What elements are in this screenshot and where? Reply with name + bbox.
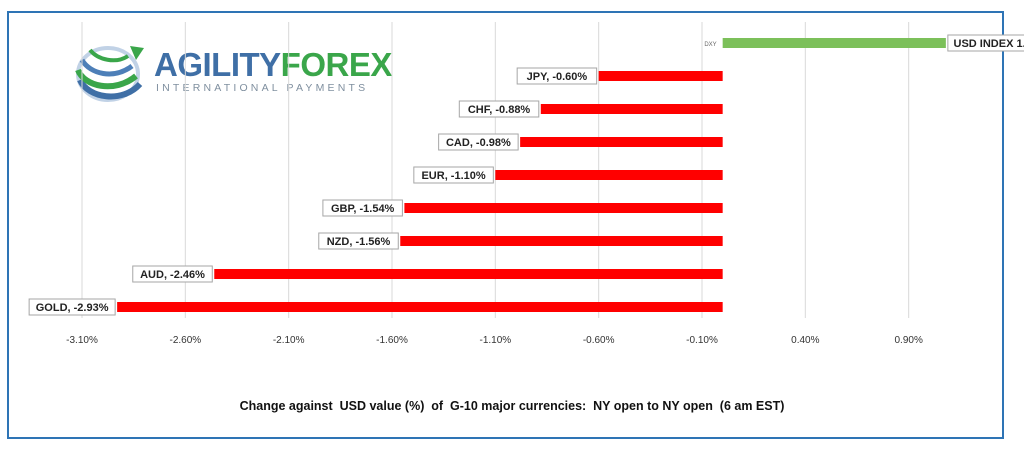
data-label-box	[318, 232, 399, 250]
bar-nzd	[400, 236, 723, 246]
bar-eur	[495, 170, 723, 180]
bar-dxy	[722, 38, 946, 48]
brand-name-part2: FOREX	[280, 46, 393, 83]
bar-jpy	[598, 71, 723, 81]
x-tick-label: 0.90%	[894, 335, 922, 346]
globe-arrow-icon	[75, 46, 144, 102]
brand-name: AGILITYFOREX	[154, 46, 392, 84]
brand-tagline: INTERNATIONAL PAYMENTS	[156, 82, 369, 94]
data-label-box	[516, 67, 598, 85]
data-label: NZD, -1.56%	[327, 236, 391, 248]
data-label-box	[413, 166, 494, 184]
x-tick-label: -2.10%	[273, 335, 305, 346]
brand-name-part1: AGILITY	[154, 46, 281, 83]
bar-cad	[520, 137, 723, 147]
data-label-box	[438, 133, 519, 151]
data-label-box	[132, 265, 213, 283]
data-label: AUD, -2.46%	[140, 269, 205, 281]
x-tick-label: 0.40%	[791, 335, 819, 346]
bar-inner-label: DXY	[704, 42, 716, 48]
data-label: CHF, -0.88%	[468, 104, 531, 116]
data-label-box	[458, 100, 540, 118]
data-label-box	[322, 199, 403, 217]
bar-gbp	[404, 203, 723, 213]
data-label: EUR, -1.10%	[421, 170, 485, 182]
data-label: GOLD, -2.93%	[36, 302, 109, 314]
data-label: JPY, -0.60%	[527, 71, 588, 83]
data-label-box	[28, 298, 116, 316]
chart-frame	[7, 11, 1004, 439]
bar-chf	[540, 104, 723, 114]
data-label: USD INDEX 1.08%	[954, 38, 1024, 50]
chart-caption: Change against USD value (%) of G-10 maj…	[239, 399, 785, 413]
x-tick-label: -0.60%	[583, 335, 615, 346]
data-label: CAD, -0.98%	[446, 137, 511, 149]
x-tick-label: -1.60%	[376, 335, 408, 346]
data-label-box	[947, 34, 1024, 52]
brand-logo: AGILITYFOREX INTERNATIONAL PAYMENTS	[74, 36, 392, 106]
x-tick-label: -2.60%	[169, 335, 201, 346]
x-tick-label: -3.10%	[66, 335, 98, 346]
x-tick-label: -1.10%	[479, 335, 511, 346]
bar-aud	[214, 269, 723, 279]
x-tick-label: -0.10%	[686, 335, 718, 346]
data-label: GBP, -1.54%	[331, 203, 395, 215]
bar-gold	[117, 302, 723, 312]
